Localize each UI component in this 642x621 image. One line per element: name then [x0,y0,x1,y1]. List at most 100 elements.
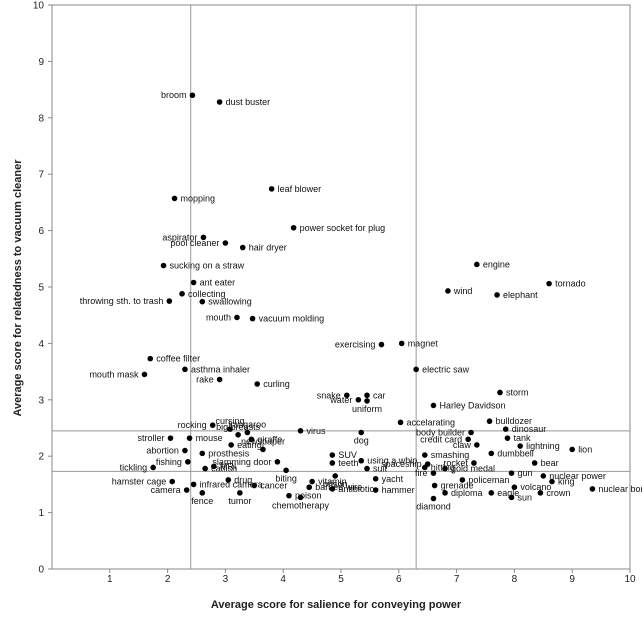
point-label: mouth mask [89,369,139,379]
point-label: SUV [338,450,357,460]
point-label: vacuum molding [259,314,325,324]
data-point [445,288,451,294]
y-tick-label: 2 [38,452,44,463]
y-axis-title: Average score for relatedness to vacuum … [12,159,24,417]
point-label: yacht [382,474,404,484]
point-label: lion [578,444,592,454]
data-point [182,447,188,454]
data-point [364,392,370,399]
data-point [185,459,191,465]
point-label: lightning [526,441,560,451]
data-point [290,224,297,231]
y-tick-label: 9 [38,57,44,68]
y-tick-label: 7 [38,170,44,181]
data-point [190,279,197,286]
point-label: storm [506,387,529,397]
data-point [254,381,260,387]
point-label: fire [415,468,428,478]
point-label: tornado [555,279,586,289]
data-point [228,442,234,448]
data-point [511,484,518,491]
data-point [422,452,428,458]
data-point [517,443,523,449]
data-point [216,376,223,383]
data-point [497,389,503,396]
data-point [222,240,229,246]
point-label: power socket for plug [300,223,386,233]
point-label: tickling [120,462,148,472]
data-point [549,478,555,485]
point-label: antibiotic [338,484,374,494]
point-label: rocking [178,420,207,430]
data-point [186,435,193,441]
data-point [430,402,437,409]
point-label: electric saw [422,364,470,374]
point-label: ant eater [200,277,236,287]
x-tick-label: 10 [624,574,636,585]
y-tick-label: 4 [38,339,44,350]
point-label: vitamin [318,477,347,487]
data-point [546,280,552,287]
point-label: water [329,395,352,405]
data-point [589,486,596,492]
point-label: gun [518,468,533,478]
point-label: credit card [420,434,462,444]
data-point [442,490,448,496]
data-point [364,398,370,404]
point-label: rake [196,374,214,384]
point-label: nuclear bomb [598,484,642,494]
point-label: sun [518,492,533,502]
point-label: virus [307,426,327,436]
point-label: wind [453,286,473,296]
point-label: big breasts [216,422,261,432]
point-label: hitting [431,462,455,472]
data-point [540,473,547,479]
data-point [508,494,515,501]
point-label: volcano [520,482,551,492]
point-label: aspirator [162,232,197,242]
point-label: biting [275,473,297,483]
data-point [465,436,471,443]
data-point [364,465,370,472]
x-tick-label: 9 [569,574,575,585]
point-label: dinosaur [512,424,547,434]
point-label: curling [263,379,290,389]
data-point [329,486,336,492]
data-point [372,487,379,493]
data-point [166,298,173,304]
point-label: teeth [338,458,358,468]
chart-axes: 0 1 2 3 4 5 6 7 8 9 10 1 2 3 4 5 6 7 8 9 10 [33,1,636,586]
point-label: chemotherapy [272,500,330,510]
point-label: dog [354,436,369,446]
data-point [199,490,206,496]
point-label: diploma [451,488,483,498]
data-point [508,470,515,476]
data-points [141,92,596,502]
point-label: infrared camera [200,479,263,489]
data-point [486,418,493,425]
data-point [372,475,379,482]
point-label: car [373,390,386,400]
point-label: slamming door [212,457,271,467]
data-point [397,419,404,426]
point-label: hammer [382,485,415,495]
x-tick-label: 7 [454,574,460,585]
point-label: prison [323,479,348,489]
data-point [474,442,480,448]
data-point [248,436,255,443]
data-point [488,490,495,496]
data-point [283,467,289,474]
data-point [227,426,233,432]
point-label: engine [483,259,510,269]
point-label: cursing [216,416,245,426]
point-labels: broom dust buster leaf blower mopping power … [80,90,642,511]
point-label: kangaroo [229,420,267,430]
point-label: diamond [416,502,451,512]
y-tick-label: 8 [38,113,44,124]
data-point [209,422,216,428]
y-tick-label: 3 [38,395,44,406]
point-label: barbed wire [315,482,362,492]
reference-lines [52,5,630,569]
x-axis-title: Average score for salience for conveying… [211,599,462,611]
point-label: claw [453,440,472,450]
